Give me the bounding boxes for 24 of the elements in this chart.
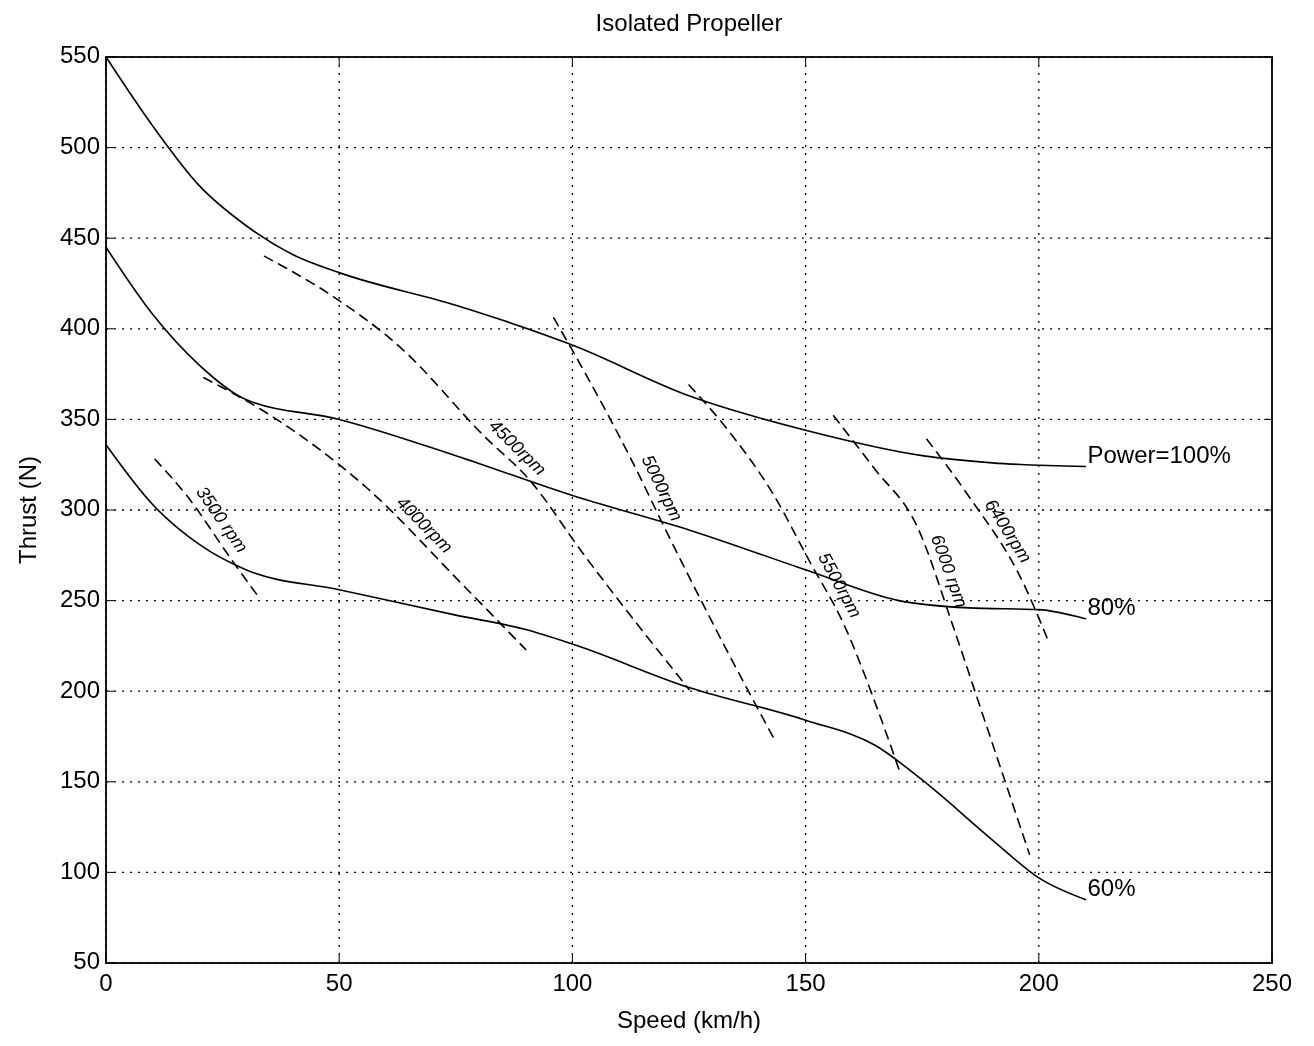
series-label: 60% — [1087, 873, 1136, 901]
text: 6000 rpm — [927, 531, 972, 611]
x-axis-title: Speed (km/h) — [616, 1006, 762, 1033]
series-label: Power=100% — [1087, 440, 1231, 468]
y-tick-label: 200 — [59, 675, 100, 703]
y-tick-label: 500 — [59, 131, 100, 159]
x-tick-label: 50 — [325, 969, 353, 996]
chart-title: Isolated Propeller — [595, 9, 783, 36]
y-tick-label: 250 — [59, 584, 100, 612]
y-tick-label: 50 — [73, 947, 100, 975]
y-tick-label: 350 — [59, 403, 100, 431]
y-tick-label: 450 — [59, 222, 100, 250]
y-axis-title: Thrust (N) — [14, 456, 41, 564]
y-tick-label: 150 — [59, 766, 100, 794]
y-tick-label: 300 — [59, 494, 100, 522]
x-tick-label: 100 — [552, 969, 593, 996]
y-tick-label: 100 — [59, 856, 100, 884]
y-tick-label: 550 — [59, 41, 100, 69]
series-label: 80% — [1087, 592, 1136, 620]
x-tick-label: 0 — [99, 969, 113, 996]
x-tick-label: 250 — [1251, 969, 1293, 996]
x-tick-label: 150 — [785, 969, 826, 996]
y-tick-label: 400 — [59, 313, 100, 341]
x-tick-label: 200 — [1018, 969, 1059, 996]
